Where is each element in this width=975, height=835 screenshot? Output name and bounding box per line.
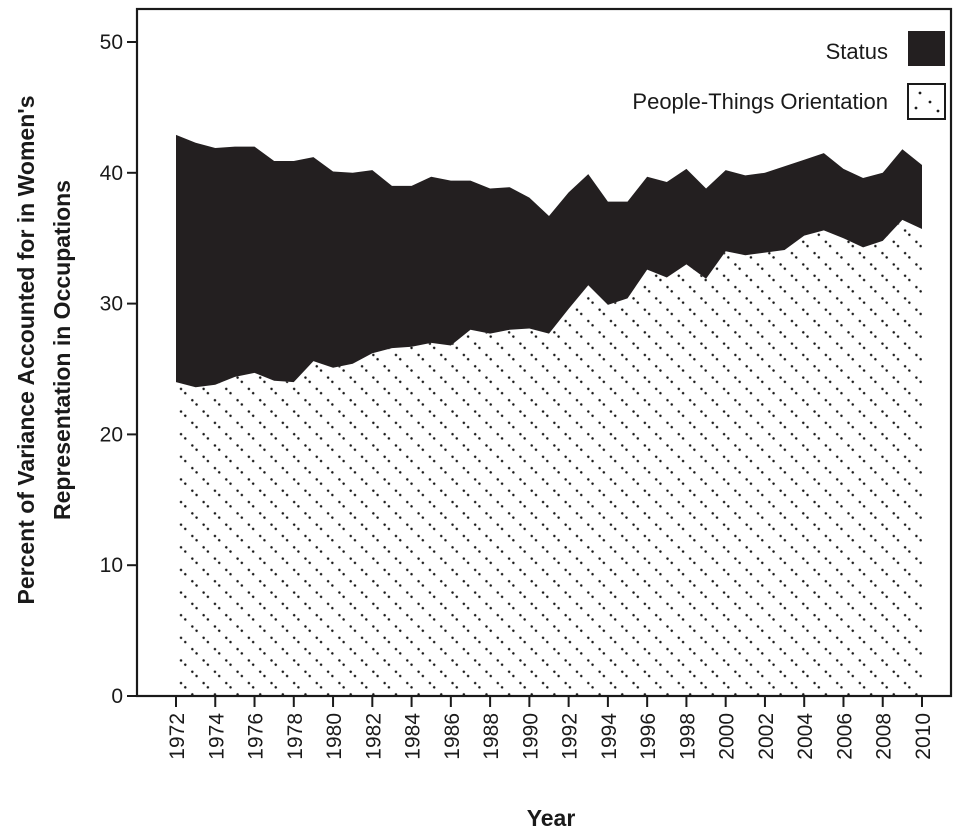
- x-tick-label: 1994: [598, 713, 621, 760]
- x-axis-ticks: 1972 1974 1976 1978 1980 1982 1984 1986 1988 1990…: [166, 696, 935, 760]
- x-tick-label: 1996: [637, 713, 660, 760]
- y-axis-ticks: 0 10 20 30 40 50: [100, 31, 137, 708]
- x-tick-label: 2010: [912, 713, 935, 760]
- legend-swatch-dot: [914, 106, 918, 110]
- x-tick-label: 1984: [402, 713, 425, 760]
- x-tick-label: 2000: [716, 713, 739, 760]
- legend-swatch-dot: [918, 91, 922, 95]
- x-tick-label: 1980: [323, 713, 346, 760]
- legend-swatch-status: [908, 31, 945, 66]
- series-layer: [176, 134, 922, 696]
- y-tick-label: 0: [111, 685, 123, 708]
- x-tick-label: 1986: [441, 713, 464, 760]
- x-tick-label: 1982: [362, 713, 385, 760]
- area-people-things: [176, 219, 922, 696]
- legend: Status People-Things Orientation: [632, 31, 946, 120]
- y-tick-label: 50: [100, 31, 123, 54]
- x-tick-label: 2006: [833, 713, 856, 760]
- legend-swatch-people-things: [907, 83, 946, 120]
- x-tick-label: 2008: [873, 713, 896, 760]
- legend-label-status: Status: [826, 39, 888, 64]
- x-tick-label: 1990: [519, 713, 542, 760]
- legend-label-people-things: People-Things Orientation: [632, 89, 888, 114]
- y-tick-label: 40: [100, 162, 123, 185]
- y-tick-label: 30: [100, 293, 123, 316]
- area-status: [176, 134, 922, 388]
- x-tick-label: 2004: [794, 713, 817, 760]
- x-tick-label: 1998: [676, 713, 699, 760]
- x-tick-label: 1974: [205, 713, 228, 760]
- x-tick-label: 2002: [755, 713, 778, 760]
- x-axis-title: Year: [527, 805, 576, 831]
- x-tick-label: 1978: [284, 713, 307, 760]
- x-tick-label: 1992: [559, 713, 582, 760]
- y-tick-label: 10: [100, 554, 123, 577]
- plot-frame: [135, 7, 953, 698]
- legend-swatch-dot: [936, 109, 940, 113]
- x-tick-label: 1972: [166, 713, 189, 760]
- x-tick-label: 1988: [480, 713, 503, 760]
- y-tick-label: 20: [100, 423, 123, 446]
- y-axis-title-line-2: Representation in Occupations: [49, 180, 75, 520]
- x-tick-label: 1976: [245, 713, 268, 760]
- legend-swatch-dot: [928, 100, 932, 104]
- y-axis-title-line-1: Percent of Variance Accounted for in Wom…: [13, 95, 39, 604]
